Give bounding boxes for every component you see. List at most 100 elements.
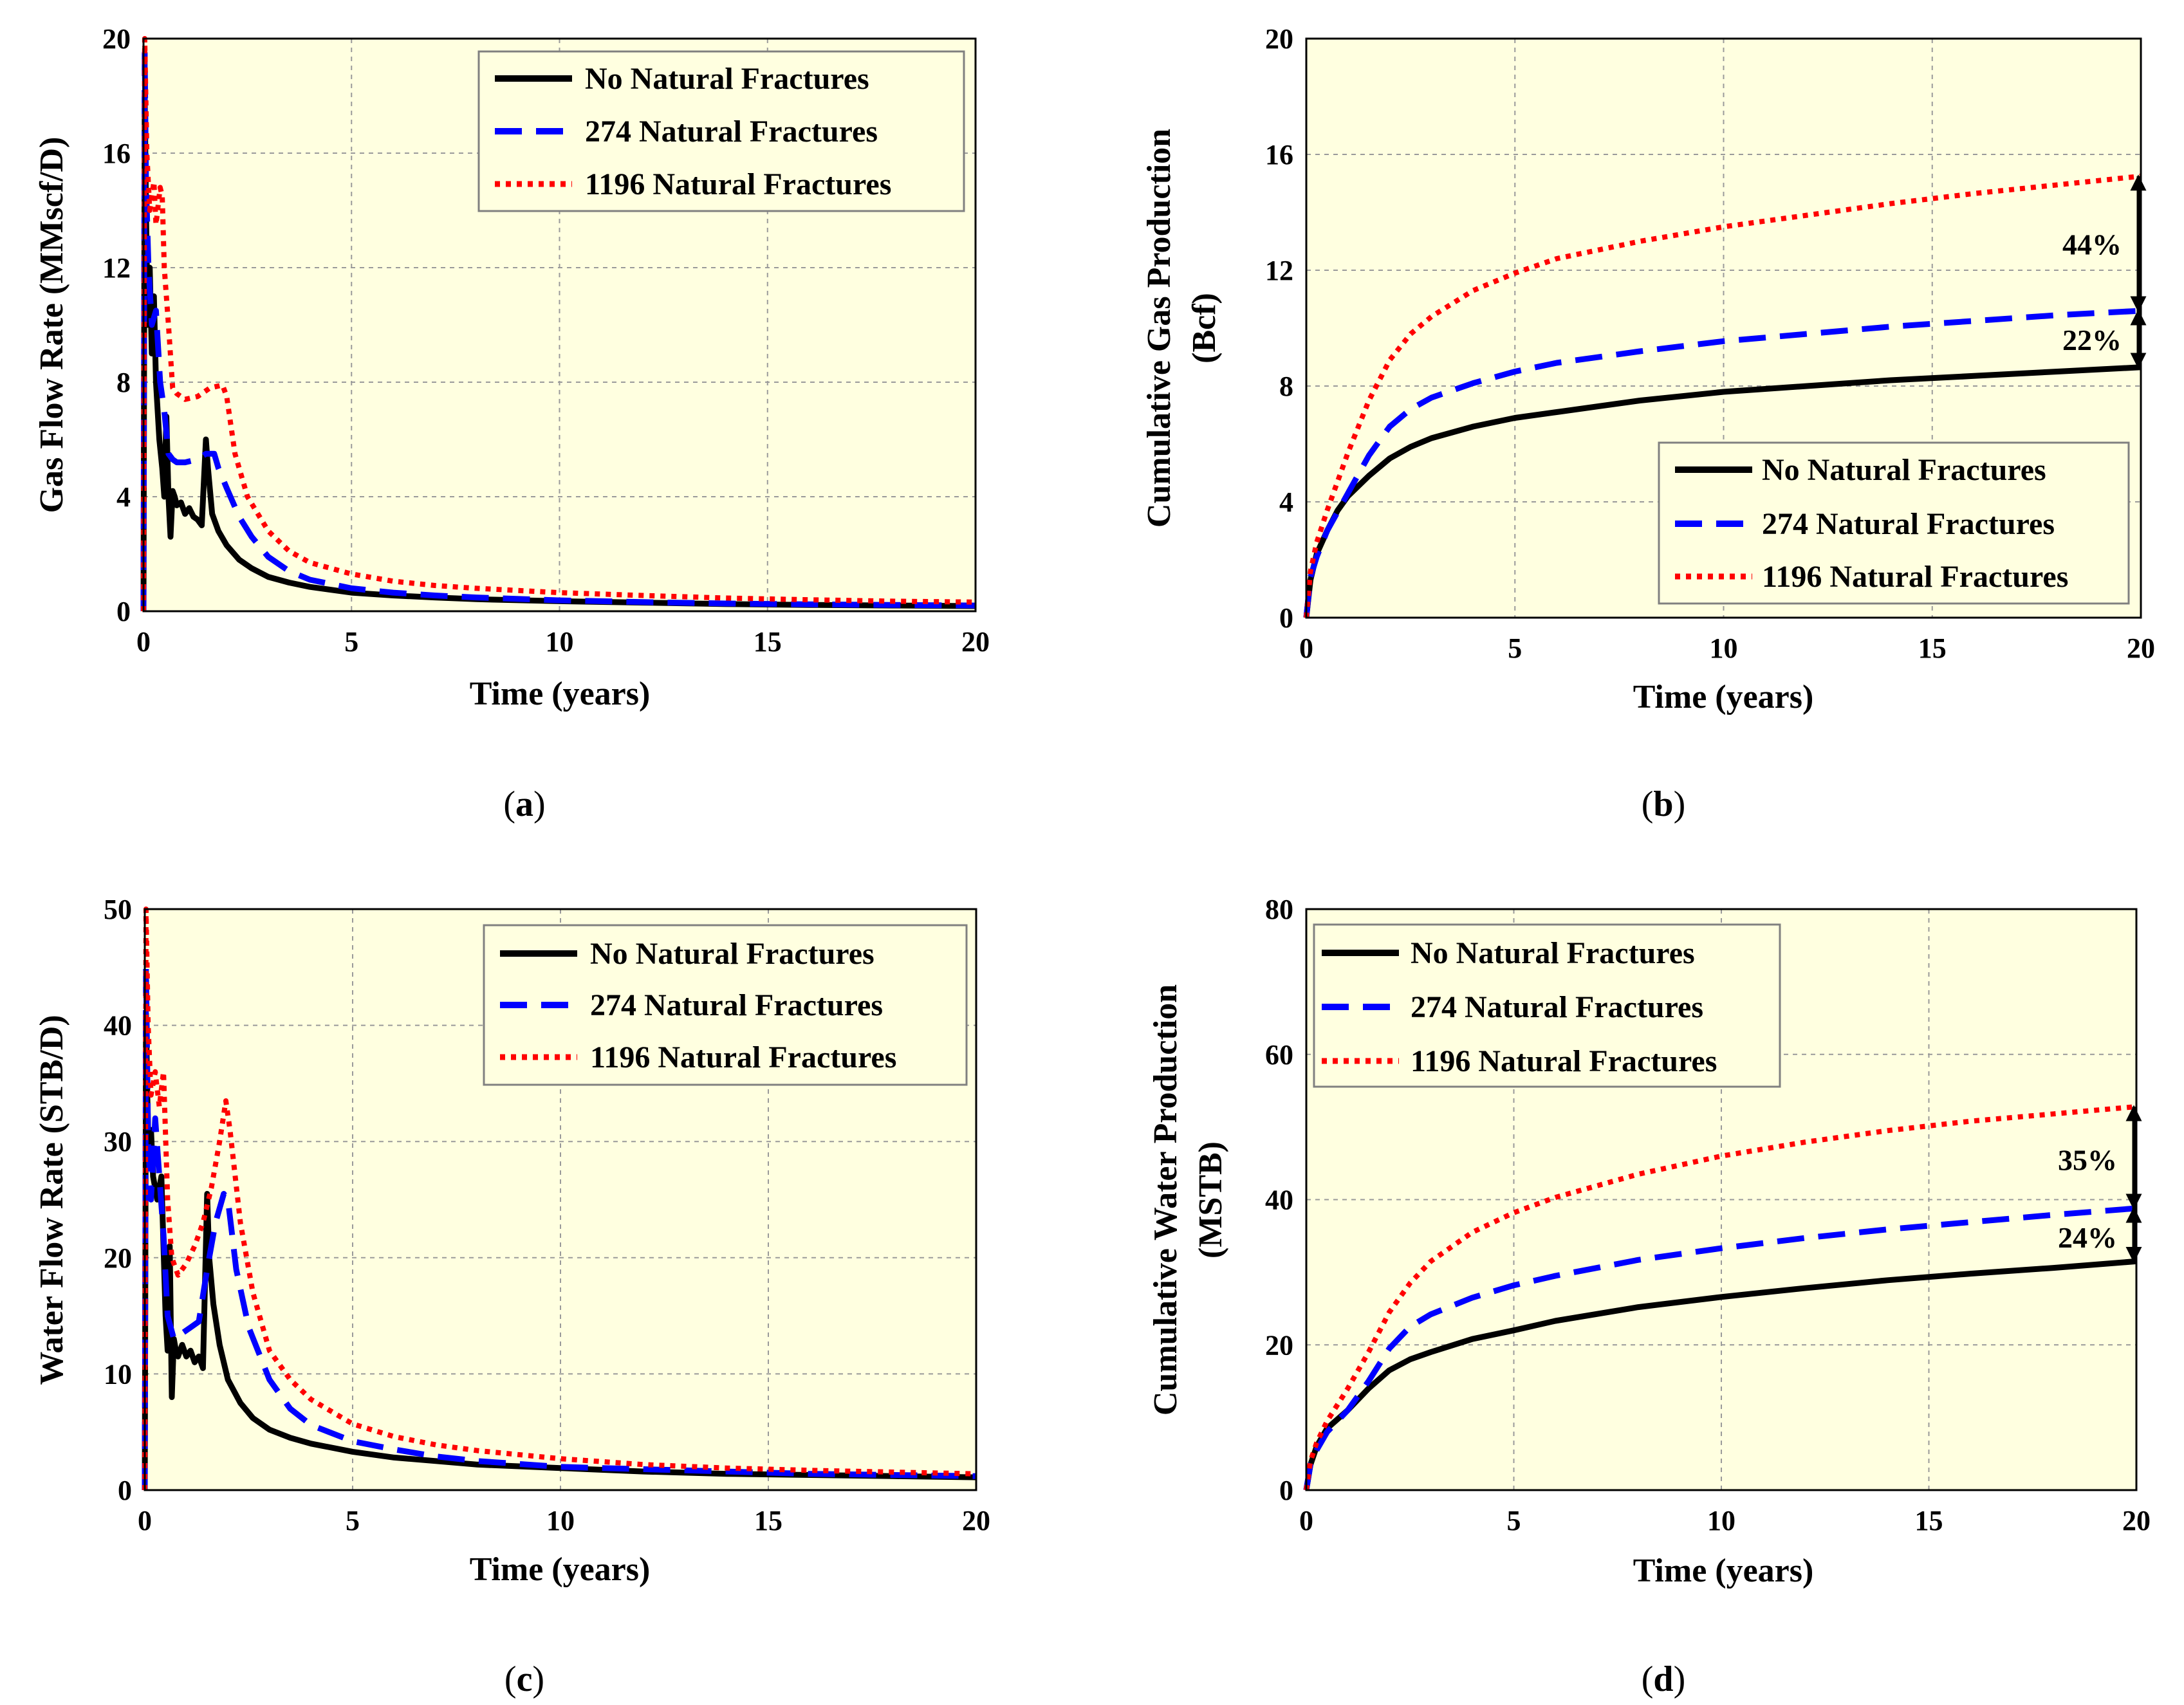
legend-label-1196-a: 1196 Natural Fractures <box>585 167 891 201</box>
plot-frame-d <box>1305 908 2138 1491</box>
legend-b: No Natural Fractures 274 Natural Fractur… <box>1658 441 2130 605</box>
series-b <box>1303 173 2142 618</box>
y-tick-label: 4 <box>116 481 131 513</box>
x-axis-label-d: Time (years) <box>1633 1553 1814 1589</box>
legend-label-274-d: 274 Natural Fractures <box>1411 990 1703 1024</box>
y-tick-label: 0 <box>1279 1475 1293 1506</box>
y-axis-label-a: Gas Flow Rate (MMscf/D) <box>33 137 70 513</box>
xticks-b: 0 5 10 15 20 <box>1299 632 2155 664</box>
y-tick-label: 10 <box>104 1358 132 1390</box>
caption-a: (a) <box>503 784 545 824</box>
xticks-c: 0 5 10 15 20 <box>138 1505 990 1536</box>
legend-d: No Natural Fractures 274 Natural Fractur… <box>1313 923 1781 1088</box>
caption-d: (d) <box>1642 1659 1685 1699</box>
series-line-no-fractures <box>142 1011 977 1491</box>
x-tick-label: 0 <box>1299 1505 1313 1536</box>
x-axis-label-b: Time (years) <box>1633 679 1814 715</box>
caption-c: (c) <box>504 1659 544 1699</box>
y-tick-label: 80 <box>1265 894 1293 925</box>
y-tick-label: 20 <box>104 1242 132 1274</box>
x-tick-label: 0 <box>138 1505 152 1536</box>
y-tick-label: 16 <box>102 138 131 169</box>
x-tick-label: 10 <box>546 1505 575 1536</box>
caption-b: (b) <box>1642 784 1685 824</box>
series-c <box>142 907 977 1491</box>
x-tick-label: 5 <box>1507 1505 1521 1536</box>
y-axis-label-b-line1: Cumulative Gas Production <box>1141 129 1178 528</box>
series-line-1196-fractures <box>1304 1104 2137 1491</box>
y-tick-label: 60 <box>1265 1039 1293 1071</box>
panel-d: 35% 24% 0 5 10 15 20 0 20 40 60 80 Time (years) C… <box>1147 894 2151 1699</box>
caption-letter-d: d <box>1653 1659 1673 1699</box>
y-tick-label: 40 <box>104 1010 132 1042</box>
legend-label-no-fractures-d: No Natural Fractures <box>1411 936 1695 970</box>
plot-frame-c <box>143 908 977 1491</box>
caption-letter-a: a <box>515 784 533 824</box>
y-tick-label: 20 <box>1265 1329 1293 1361</box>
x-tick-label: 0 <box>1299 632 1313 664</box>
difference-label: 44% <box>2062 228 2122 261</box>
xticks-a: 0 5 10 15 20 <box>136 626 990 658</box>
panel-a: 0 5 10 15 20 0 4 8 12 16 20 Time (years) Gas Flow… <box>33 23 990 824</box>
yticks-a: 0 4 8 12 16 20 <box>102 23 131 627</box>
x-tick-label: 10 <box>1707 1505 1735 1536</box>
legend-label-1196-d: 1196 Natural Fractures <box>1411 1044 1717 1078</box>
series-line-1196-fractures <box>142 907 977 1491</box>
y-tick-label: 20 <box>102 23 131 55</box>
y-tick-label: 12 <box>1265 255 1293 286</box>
legend-a: No Natural Fractures 274 Natural Fractur… <box>477 50 965 212</box>
y-tick-label: 40 <box>1265 1184 1293 1216</box>
y-tick-label: 0 <box>1279 602 1293 634</box>
plot-frame-b <box>1305 37 2142 619</box>
x-tick-label: 20 <box>2122 1505 2151 1536</box>
y-axis-label-d-line2: (MSTB) <box>1192 1141 1229 1258</box>
x-tick-label: 10 <box>546 626 574 658</box>
series-line-274-fractures <box>1303 1205 2137 1491</box>
x-tick-label: 20 <box>961 626 990 658</box>
series-line-274-fractures <box>140 50 976 612</box>
plot-frame-a <box>142 37 977 613</box>
x-tick-label: 5 <box>1508 632 1522 664</box>
caption-letter-c: c <box>517 1659 533 1699</box>
panel-b: 44% 22% 0 5 10 15 20 0 4 8 12 16 20 Time (years) C… <box>1141 23 2155 824</box>
legend-label-274-a: 274 Natural Fractures <box>585 115 878 149</box>
legend-c: No Natural Fractures 274 Natural Fractur… <box>483 924 968 1086</box>
y-tick-label: 0 <box>116 596 131 627</box>
yticks-c: 0 10 20 30 40 50 <box>104 894 132 1506</box>
legend-label-1196-c: 1196 Natural Fractures <box>590 1040 896 1074</box>
y-tick-label: 0 <box>118 1475 132 1506</box>
legend-label-no-fractures-a: No Natural Fractures <box>585 62 869 96</box>
x-tick-label: 5 <box>346 1505 360 1536</box>
x-tick-label: 5 <box>344 626 358 658</box>
difference-label: 24% <box>2058 1221 2117 1254</box>
x-tick-label: 10 <box>1710 632 1738 664</box>
difference-label: 35% <box>2058 1143 2117 1176</box>
series-line-274-fractures <box>1303 308 2142 618</box>
y-tick-label: 20 <box>1265 23 1293 55</box>
y-tick-label: 4 <box>1279 486 1293 518</box>
series-line-1196-fractures <box>141 36 976 612</box>
x-tick-label: 15 <box>1915 1505 1943 1536</box>
yticks-d: 0 20 40 60 80 <box>1265 894 1293 1506</box>
y-tick-label: 50 <box>104 894 132 925</box>
y-axis-label-b-line2: (Bcf) <box>1186 293 1223 364</box>
legend-label-1196-b: 1196 Natural Fractures <box>1762 560 2068 594</box>
yticks-b: 0 4 8 12 16 20 <box>1265 23 1293 634</box>
legend-label-274-b: 274 Natural Fractures <box>1762 507 2055 541</box>
x-tick-label: 15 <box>754 1505 782 1536</box>
y-tick-label: 8 <box>1279 371 1293 402</box>
panel-c: 0 5 10 15 20 0 10 20 30 40 50 Time (years) Water … <box>33 894 990 1699</box>
x-tick-label: 15 <box>754 626 782 658</box>
legend-label-no-fractures-b: No Natural Fractures <box>1762 453 2046 487</box>
annotations-d: 35% 24% <box>2058 1105 2142 1263</box>
y-tick-label: 12 <box>102 252 131 284</box>
x-tick-label: 0 <box>136 626 151 658</box>
y-axis-label-c: Water Flow Rate (STB/D) <box>33 1015 70 1385</box>
series-d <box>1303 1104 2137 1491</box>
x-tick-label: 20 <box>962 1505 990 1536</box>
x-axis-label-c: Time (years) <box>470 1551 651 1588</box>
y-axis-label-d-line1: Cumulative Water Production <box>1147 984 1184 1415</box>
x-axis-label-a: Time (years) <box>470 676 651 712</box>
x-tick-label: 15 <box>1918 632 1947 664</box>
